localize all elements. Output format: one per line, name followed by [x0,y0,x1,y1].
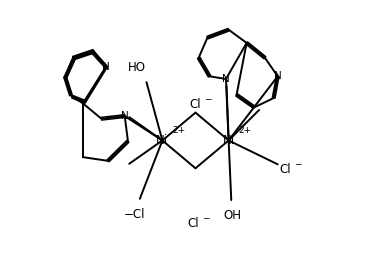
Text: N: N [222,74,230,84]
Text: 2+: 2+ [172,126,186,135]
Text: N: N [102,62,110,72]
Text: −Cl: −Cl [124,207,145,221]
Text: HO: HO [128,61,146,74]
Text: −: − [204,94,212,103]
Text: OH: OH [224,209,242,223]
Text: N: N [121,111,129,121]
Text: Cl: Cl [280,163,291,176]
Text: −: − [202,213,209,222]
Text: Ni: Ni [156,134,169,147]
Text: 2+: 2+ [239,126,252,135]
Text: Cl: Cl [190,98,201,111]
Text: −: − [294,159,302,168]
Text: Cl: Cl [187,217,199,231]
Text: Ni: Ni [222,134,235,147]
Text: N: N [274,71,282,81]
